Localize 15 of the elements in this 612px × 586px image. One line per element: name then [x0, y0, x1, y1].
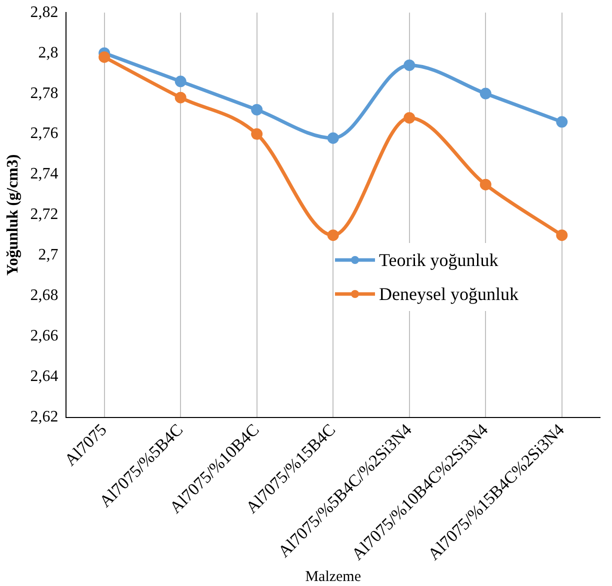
y-tick-label: 2,62 — [30, 408, 58, 426]
y-tick-label: 2,8 — [38, 44, 58, 62]
y-tick-label: 2,76 — [30, 125, 58, 142]
y-tick-label: 2,66 — [30, 328, 58, 345]
y-tick-label: 2,78 — [30, 84, 58, 102]
y-tick-label: 2,82 — [30, 4, 58, 21]
x-axis-title: Malzeme — [305, 568, 362, 585]
y-tick-label: 2,68 — [30, 287, 58, 304]
y-tick-label: 2,64 — [30, 368, 58, 386]
y-axis-title: Yoğunluk (g/cm3) — [4, 154, 22, 276]
y-tick-label: 2,74 — [30, 166, 58, 183]
y-tick-label: 2,7 — [38, 246, 58, 264]
y-tick-label: 2,72 — [30, 206, 58, 224]
legend-label: Teorik yoğunluk — [379, 249, 498, 272]
legend-label: Deneysel yoğunluk — [379, 283, 518, 306]
